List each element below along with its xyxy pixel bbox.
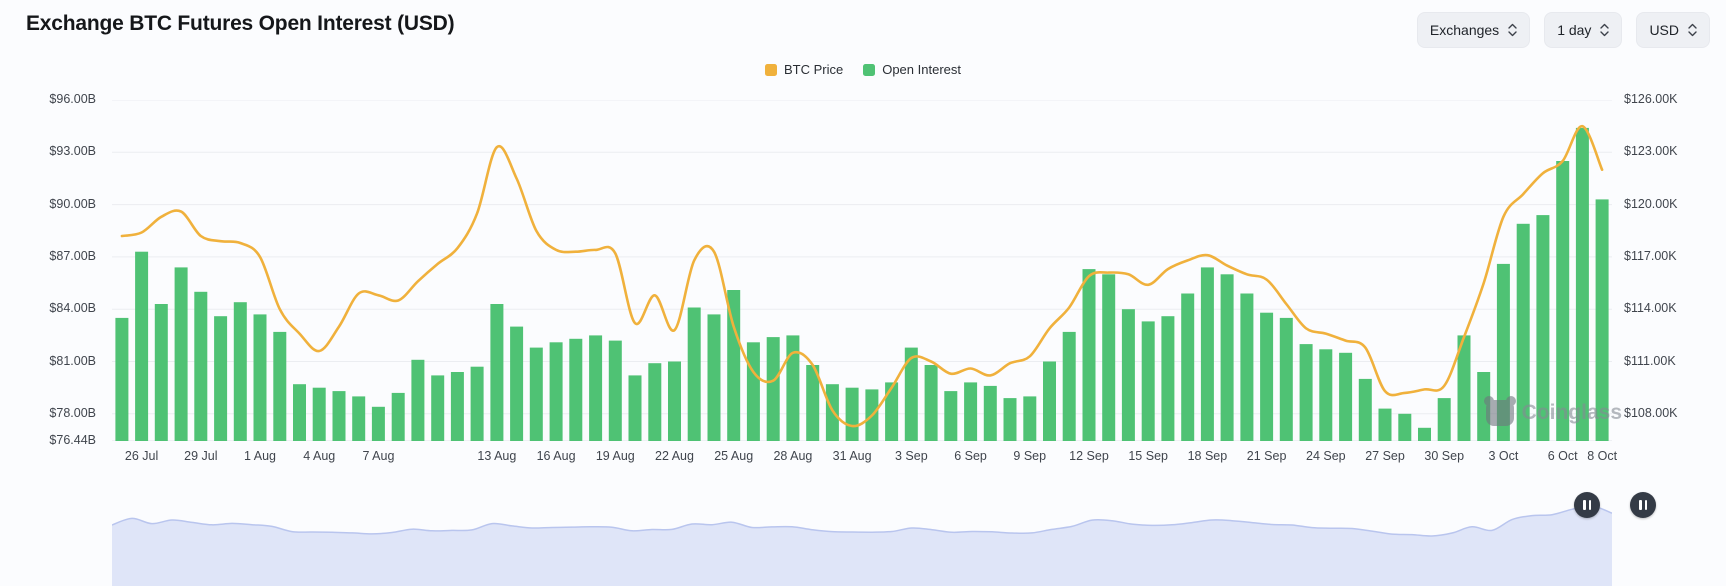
y-axis-tick-left: $84.00B xyxy=(49,301,96,316)
legend-label-btc-price: BTC Price xyxy=(783,62,844,77)
navigator-handle-left[interactable] xyxy=(1574,492,1600,518)
updown-chevron-icon xyxy=(1688,23,1697,37)
x-axis-tick: 18 Sep xyxy=(1187,449,1228,463)
updown-chevron-icon xyxy=(1508,23,1517,37)
left-axis-labels: $96.00B $93.00B $90.00B $87.00B $84.00B $81.0… xyxy=(0,92,104,447)
y-axis-tick-right: $111.00K xyxy=(1624,353,1676,368)
y-axis-tick-right: $120.00K xyxy=(1624,196,1678,211)
y-axis-tick-right: $126.00K xyxy=(1624,92,1678,106)
exchanges-select-label: Exchanges xyxy=(1429,22,1500,38)
x-axis-tick: 22 Aug xyxy=(655,449,694,463)
y-axis-tick-right: $114.00K xyxy=(1624,301,1677,316)
y-axis-tick-right: $123.00K xyxy=(1624,144,1678,159)
legend-label-open-interest: Open Interest xyxy=(882,62,961,77)
y-axis-tick-left: $78.00B xyxy=(49,405,96,420)
x-axis-tick: 3 Sep xyxy=(894,449,928,463)
pause-icon xyxy=(1639,500,1642,510)
y-axis-tick-left: $90.00B xyxy=(49,196,96,211)
legend-item-open-interest[interactable]: Open Interest xyxy=(863,62,961,77)
btc-price-swatch-icon xyxy=(764,63,777,76)
navigator-handle-right[interactable] xyxy=(1630,492,1656,518)
y-axis-tick-right: $108.00K xyxy=(1624,405,1678,420)
x-axis-tick: 15 Sep xyxy=(1128,449,1168,463)
x-axis-tick: 28 Aug xyxy=(773,449,813,463)
x-axis-tick: 13 Aug xyxy=(477,449,517,463)
updown-chevron-icon xyxy=(1600,23,1610,37)
exchanges-select[interactable]: Exchanges xyxy=(1416,12,1531,48)
x-axis-tick: 24 Sep xyxy=(1306,449,1346,463)
interval-select-label: 1 day xyxy=(1557,22,1592,38)
x-axis-tick: 19 Aug xyxy=(595,449,635,463)
pause-icon xyxy=(1644,500,1647,510)
x-axis-tick: 29 Jul xyxy=(184,449,218,463)
watermark-label: Coinglass xyxy=(1521,401,1622,424)
watermark: Coinglass xyxy=(1483,396,1622,426)
x-axis-tick: 26 Jul xyxy=(124,449,159,463)
main-chart[interactable] xyxy=(112,100,1612,441)
currency-select[interactable]: USD xyxy=(1636,12,1710,48)
range-navigator[interactable] xyxy=(112,498,1612,586)
x-axis-tick: 4 Aug xyxy=(303,449,336,463)
pause-icon xyxy=(1583,500,1586,510)
y-axis-tick-left: $76.44B xyxy=(49,433,96,447)
x-axis-tick: 6 Sep xyxy=(954,449,987,463)
currency-select-label: USD xyxy=(1649,22,1679,38)
y-axis-tick-right: $117.00K xyxy=(1624,248,1677,263)
x-axis-labels: 26 Jul 29 Jul 1 Aug 4 Aug 7 Aug 13 Aug 16 Aug 1… xyxy=(112,449,1617,469)
open-interest-swatch-icon xyxy=(863,63,876,76)
x-axis-tick: 1 Aug xyxy=(244,449,277,463)
x-axis-tick: 16 Aug xyxy=(536,449,576,463)
x-axis-tick: 25 Aug xyxy=(714,449,754,463)
y-axis-tick-left: $87.00B xyxy=(49,248,96,263)
x-axis-tick: 9 Sep xyxy=(1013,449,1047,463)
interval-select[interactable]: 1 day xyxy=(1544,12,1623,48)
x-axis-tick: 3 Oct xyxy=(1488,449,1519,463)
legend: BTC Price Open Interest xyxy=(0,62,1726,77)
header-controls: Exchanges 1 day USD xyxy=(1416,12,1710,48)
legend-item-btc-price[interactable]: BTC Price xyxy=(764,62,844,77)
y-axis-tick-left: $93.00B xyxy=(49,144,96,159)
coinglass-logo-icon xyxy=(1483,396,1516,426)
x-axis-tick: 7 Aug xyxy=(362,449,395,463)
x-axis-tick: 27 Sep xyxy=(1365,449,1405,463)
y-axis-tick-left: $81.00B xyxy=(49,353,96,368)
x-axis-tick: 6 Oct xyxy=(1547,449,1578,463)
x-axis-tick: 30 Sep xyxy=(1424,449,1465,463)
x-axis-tick: 12 Sep xyxy=(1069,449,1109,463)
x-axis-tick: 21 Sep xyxy=(1246,449,1287,463)
right-axis-labels: $126.00K $123.00K $120.00K $117.00K $114.00K… xyxy=(1620,92,1726,441)
x-axis-tick: 8 Oct xyxy=(1587,449,1618,463)
x-axis-tick: 31 Aug xyxy=(832,449,872,463)
y-axis-tick-left: $96.00B xyxy=(49,92,96,106)
pause-icon xyxy=(1588,500,1591,510)
page-title: Exchange BTC Futures Open Interest (USD) xyxy=(26,12,455,35)
